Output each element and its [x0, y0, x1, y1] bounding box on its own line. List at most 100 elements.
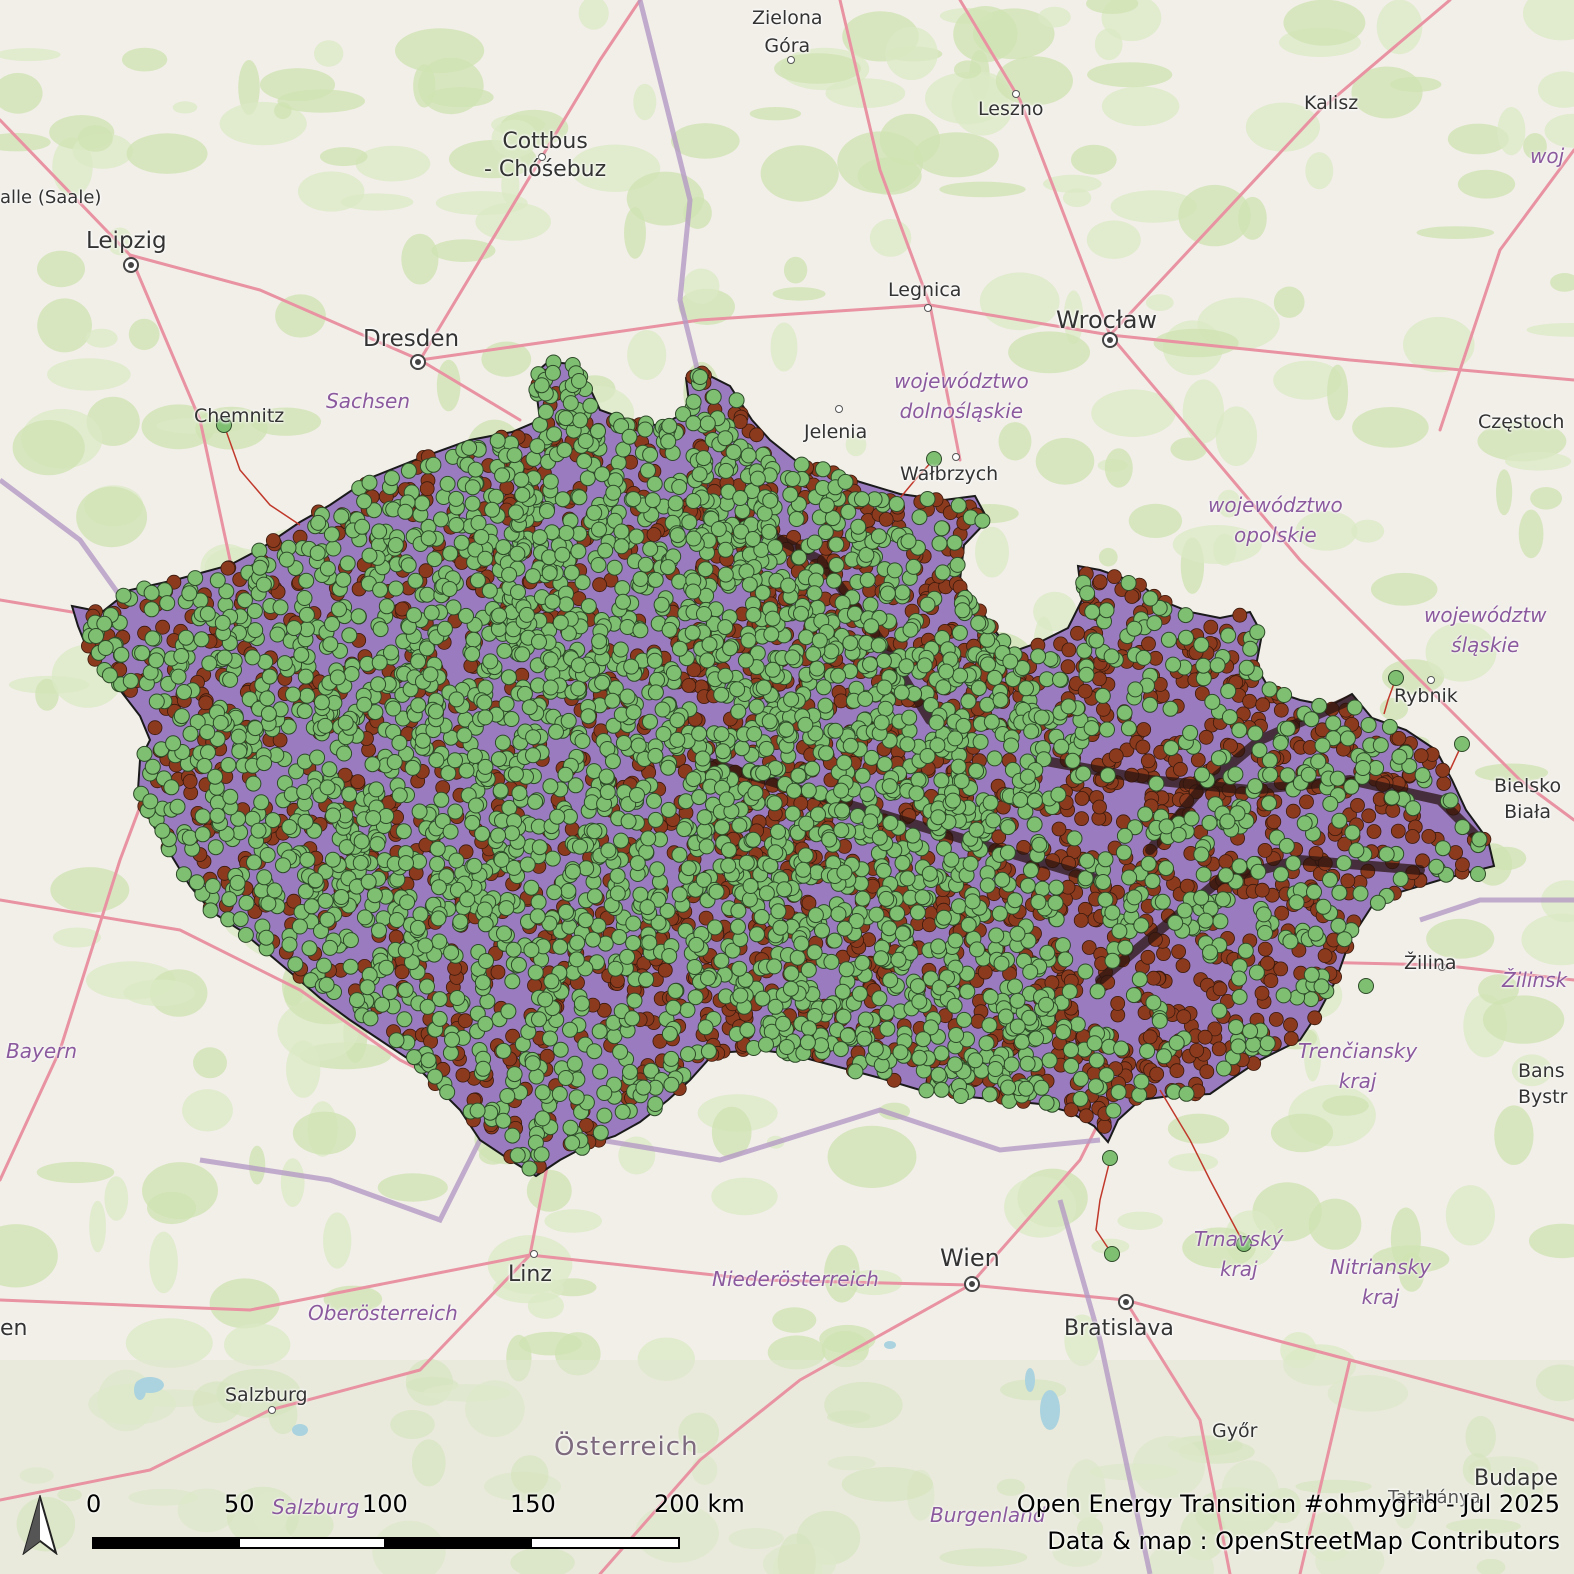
substation-node [578, 860, 595, 877]
substation-node [881, 920, 898, 937]
line-node [1350, 798, 1365, 813]
forest-patch [78, 125, 113, 152]
substation-node [1414, 767, 1431, 784]
forest-patch [89, 1200, 106, 1253]
substation-node [981, 1086, 998, 1103]
line-node [490, 964, 506, 980]
road [0, 1408, 272, 1502]
substation-node [253, 794, 270, 811]
substation-node [412, 906, 429, 923]
forest-patch [491, 119, 538, 158]
line-node [1149, 1066, 1165, 1082]
substation-node [1201, 814, 1218, 831]
line-node [220, 560, 236, 576]
line-node [1273, 961, 1289, 977]
substation-node [737, 652, 754, 669]
forest-patch [1038, 6, 1071, 28]
forest-patch [37, 250, 85, 288]
substation-node [766, 958, 783, 975]
substation-node [255, 576, 272, 593]
substation-node [410, 697, 427, 714]
substation-node [888, 496, 905, 512]
line-node [1060, 659, 1076, 675]
substation-node [1177, 607, 1194, 624]
substation-node [1204, 693, 1221, 710]
line-node [1110, 996, 1126, 1011]
road [1108, 0, 1452, 337]
forest-patch [125, 1318, 213, 1368]
forest-patch [121, 47, 168, 72]
substation-node [983, 713, 1000, 730]
line-node [1299, 794, 1314, 810]
lake [134, 1380, 146, 1400]
forest-patch [1496, 469, 1513, 516]
forest-patch [772, 1307, 817, 1333]
substation-node [1014, 1033, 1030, 1050]
forest-patch [147, 1191, 197, 1225]
substation-node [671, 846, 688, 863]
road [1298, 1358, 1352, 1574]
line-node [1413, 748, 1429, 764]
forest-patch [193, 1047, 227, 1079]
substation-node [1026, 816, 1043, 833]
crossborder-line [1095, 1159, 1113, 1255]
substation-node [1034, 880, 1051, 897]
forest-patch [1308, 1198, 1362, 1250]
substation-node [933, 1081, 950, 1098]
substation-node [542, 473, 559, 490]
line-node [1283, 1017, 1298, 1033]
forest-patch [1178, 184, 1251, 247]
forest-patch [475, 202, 551, 241]
substation-node [611, 929, 628, 945]
substation-node [969, 941, 985, 958]
forest-patch [1482, 995, 1565, 1044]
substation-node [269, 626, 286, 643]
substation-node [232, 824, 249, 841]
substation-node [612, 641, 629, 658]
forest-patch [52, 927, 101, 948]
forest-patch [998, 422, 1032, 461]
substation-node [420, 530, 437, 547]
forest-patch [1104, 448, 1133, 488]
substation-node [1315, 898, 1332, 915]
road [598, 1283, 972, 1574]
forest-patch [1550, 273, 1574, 292]
substation-node [1282, 933, 1299, 950]
substation-node [1158, 860, 1174, 877]
forest-patch [885, 26, 938, 81]
line-node [419, 481, 435, 497]
forest-patch [1505, 452, 1572, 471]
forest-patch [624, 207, 646, 259]
substation-node [835, 1008, 852, 1025]
substation-node [1038, 1094, 1055, 1111]
line-node [1173, 761, 1188, 777]
line-node [681, 678, 697, 693]
substation-node [733, 740, 750, 757]
forest-patch [1086, 220, 1141, 259]
forest-patch [1322, 1095, 1369, 1116]
forest-patch [1110, 190, 1198, 223]
forest-patch [36, 1161, 115, 1184]
substation-node [521, 1160, 538, 1177]
forest-patch [1062, 188, 1092, 208]
line-node [1242, 693, 1257, 709]
forest-patch [760, 145, 839, 202]
forest-patch [1352, 407, 1429, 448]
substation-node [577, 433, 594, 449]
substation-node [934, 564, 951, 581]
substation-node [383, 470, 400, 487]
line-node [1254, 882, 1270, 898]
substation-node [1336, 931, 1353, 948]
forest-patch [1494, 1105, 1534, 1165]
substation-node [504, 973, 521, 990]
forest-patch [259, 68, 336, 102]
forest-patch [128, 318, 160, 351]
substation-node [982, 794, 999, 811]
substation-node [1117, 939, 1134, 956]
substation-node [406, 607, 422, 624]
substation-node [558, 525, 575, 541]
forest-patch [1270, 1113, 1334, 1153]
substation-node [823, 643, 840, 660]
line-node [1092, 799, 1107, 815]
